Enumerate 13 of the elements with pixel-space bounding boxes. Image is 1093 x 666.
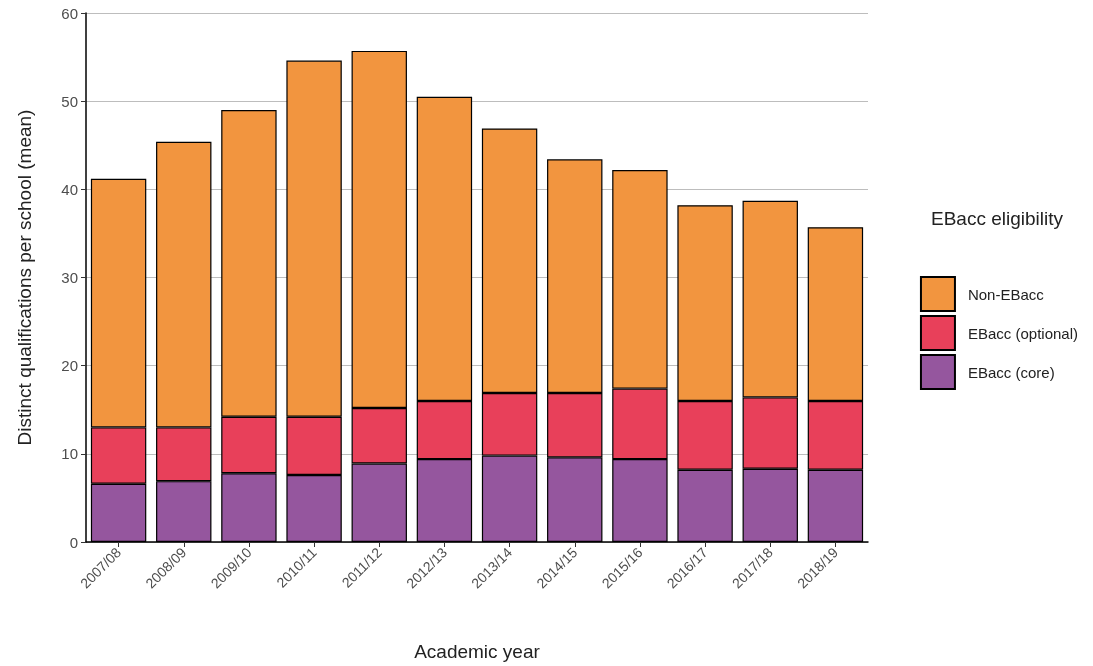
y-tick-label: 10 [61,445,78,463]
legend-title: EBacc eligibility [931,208,1064,229]
legend-label: Non-EBacc [967,285,1045,303]
y-tick-label: 30 [61,269,78,286]
y-tick-label: 60 [61,4,78,22]
x-axis-title: Academic year [414,641,541,662]
y-tick-label: 50 [61,92,78,110]
y-tick-label: 40 [61,180,78,198]
legend-label: EBacc (core) [967,363,1055,381]
y-axis-title: Distinct qualifications per school (mean) [14,109,35,446]
y-tick-label: 20 [61,357,78,375]
legend-label: EBacc (optional) [967,324,1079,342]
y-tick-label: 0 [69,533,78,551]
